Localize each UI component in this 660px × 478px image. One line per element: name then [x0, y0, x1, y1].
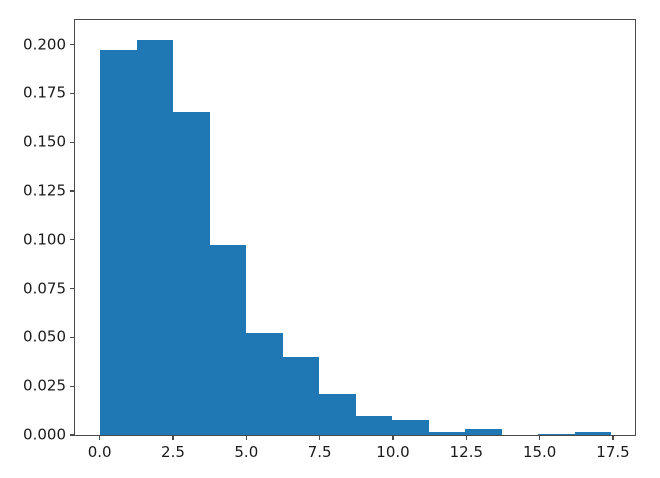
x-tick-mark [245, 435, 247, 440]
y-tick-mark [70, 336, 75, 338]
y-tick-mark [70, 434, 75, 436]
histogram-bar [538, 433, 575, 435]
x-tick-mark [539, 435, 541, 440]
histogram-bar [355, 415, 393, 435]
y-tick-label: 0.000 [23, 425, 66, 444]
histogram-bar [392, 419, 429, 435]
x-tick-mark [319, 435, 321, 440]
x-tick-label: 7.5 [307, 443, 332, 461]
x-tick-mark [465, 435, 467, 440]
x-tick-mark [99, 435, 101, 440]
y-tick-mark [70, 43, 75, 46]
histogram-bar [100, 50, 137, 435]
histogram-bars [75, 20, 635, 435]
y-tick-label: 0.150 [23, 132, 66, 151]
x-tick-label: 5.0 [234, 443, 259, 461]
y-tick-mark [70, 141, 75, 143]
histogram-bar [246, 333, 283, 435]
x-tick-mark [392, 435, 394, 440]
y-tick-label: 0.175 [23, 83, 66, 102]
y-tick-label: 0.200 [23, 35, 66, 54]
y-tick-mark [70, 92, 75, 94]
y-tick-label: 0.125 [23, 181, 66, 200]
histogram-bar [136, 39, 174, 435]
histogram-bar [173, 111, 210, 435]
histogram-bar [319, 393, 356, 435]
y-tick-mark [70, 239, 75, 241]
x-tick-mark [172, 435, 174, 440]
x-tick-label: 10.0 [376, 443, 410, 461]
plot-area [74, 19, 636, 436]
histogram-bar [465, 429, 502, 435]
y-tick-mark [70, 385, 75, 387]
y-tick-label: 0.075 [23, 279, 66, 298]
histogram-bar [574, 431, 612, 435]
histogram-bar [428, 431, 466, 435]
x-tick-label: 12.5 [449, 443, 484, 461]
x-tick-label: 15.0 [522, 443, 557, 461]
y-tick-mark [70, 190, 75, 192]
y-tick-mark [70, 287, 75, 290]
y-tick-label: 0.100 [23, 230, 66, 249]
x-tick-label: 2.5 [161, 443, 185, 461]
x-tick-label: 17.5 [596, 443, 630, 461]
x-tick-label: 0.0 [87, 443, 112, 461]
x-tick-mark [612, 435, 614, 440]
y-tick-label: 0.050 [23, 327, 66, 346]
histogram-bar [282, 357, 320, 435]
y-tick-label: 0.025 [23, 376, 66, 395]
histogram-bar [209, 245, 247, 435]
